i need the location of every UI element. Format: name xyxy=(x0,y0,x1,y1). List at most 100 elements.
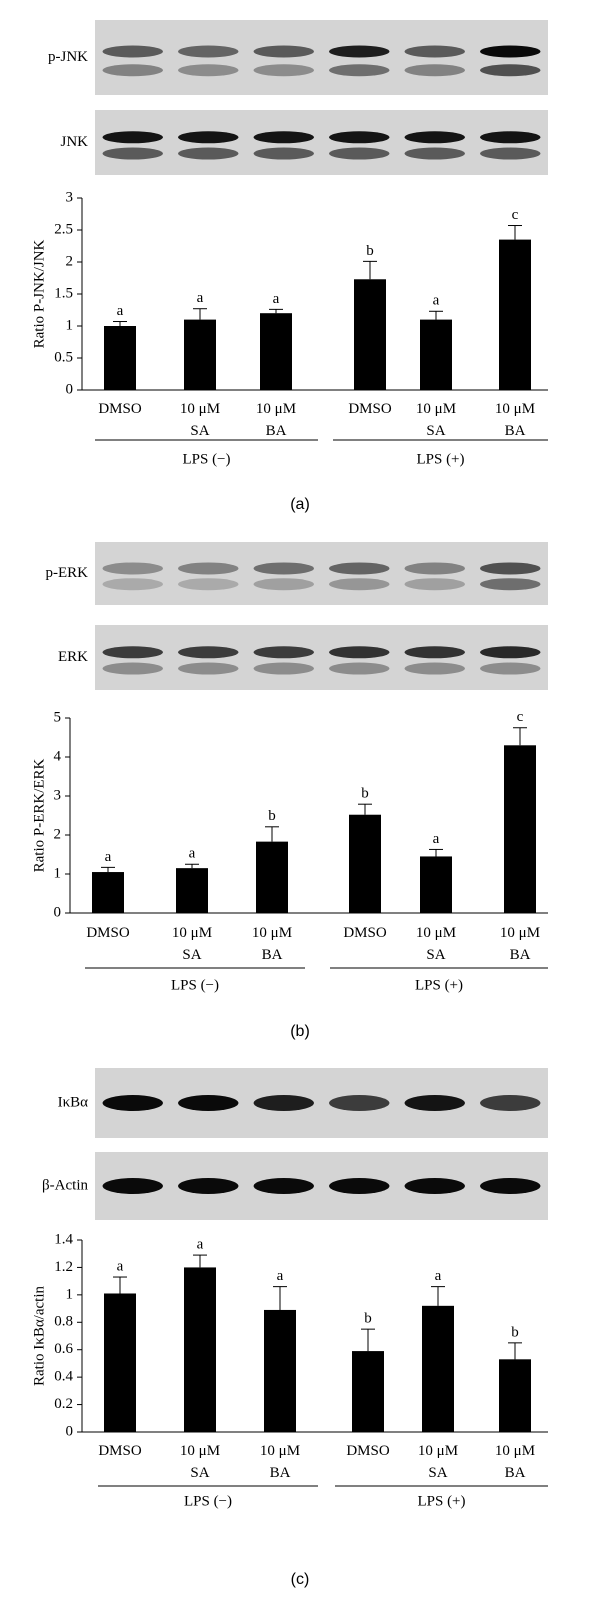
significance-letter: a xyxy=(273,291,280,307)
blot-label: p-ERK xyxy=(46,565,89,581)
blot-band xyxy=(253,1178,314,1194)
x-tick-label: DMSO xyxy=(346,1443,390,1459)
blot xyxy=(95,110,548,175)
y-tick-label: 0.2 xyxy=(54,1396,73,1412)
y-tick-label: 0 xyxy=(66,1423,74,1439)
y-tick-label: 1.5 xyxy=(54,285,73,301)
y-tick-label: 0.8 xyxy=(54,1314,73,1330)
blot-band xyxy=(329,578,390,591)
blot-band xyxy=(178,646,239,659)
y-tick-label: 1.2 xyxy=(54,1259,73,1275)
significance-letter: a xyxy=(197,1237,204,1253)
bar xyxy=(420,856,452,913)
x-tick-label: DMSO xyxy=(98,401,142,417)
x-tick-label: 10 μM BA xyxy=(251,925,293,963)
blot-band xyxy=(480,131,541,144)
blot-band xyxy=(178,662,239,675)
blot xyxy=(95,1152,548,1220)
significance-letter: a xyxy=(117,1258,124,1274)
significance-letter: c xyxy=(512,207,519,223)
y-tick-label: 2.5 xyxy=(54,221,73,237)
significance-letter: b xyxy=(366,243,374,259)
x-tick-label: 10 μM BA xyxy=(259,1443,301,1481)
panel-label: (a) xyxy=(290,496,310,513)
blot-band xyxy=(102,64,163,77)
blot-band xyxy=(178,562,239,575)
significance-letter: a xyxy=(197,290,204,306)
blot-band xyxy=(253,578,314,591)
blot-band xyxy=(102,646,163,659)
x-tick-label: 10 μM SA xyxy=(179,1443,221,1481)
significance-letter: b xyxy=(361,786,369,802)
blot xyxy=(95,20,548,95)
blot-band xyxy=(253,562,314,575)
bar xyxy=(349,814,381,913)
blot-band xyxy=(480,646,541,659)
blot xyxy=(95,1068,548,1138)
blot-band xyxy=(102,45,163,58)
blot-band xyxy=(253,64,314,77)
blot-band xyxy=(329,562,390,575)
blot-band xyxy=(178,131,239,144)
bar xyxy=(184,1267,216,1432)
group-label: LPS (+) xyxy=(416,451,464,467)
blot-band xyxy=(329,64,390,77)
y-axis-label: Ratio P-ERK/ERK xyxy=(31,758,47,872)
group-label: LPS (−) xyxy=(182,451,230,467)
blot-band xyxy=(480,1095,541,1111)
y-axis-label: Ratio IκBα/actin xyxy=(31,1286,47,1386)
bar xyxy=(176,868,208,913)
blot-band xyxy=(480,147,541,160)
blot-band xyxy=(253,646,314,659)
x-tick-label: 10 μM SA xyxy=(179,401,221,439)
group-label: LPS (−) xyxy=(171,977,219,993)
blot-band xyxy=(480,64,541,77)
blot-band xyxy=(329,1095,390,1111)
blot-band xyxy=(102,1095,163,1111)
group-label: LPS (+) xyxy=(417,1493,465,1509)
y-axis-label: Ratio P-JNK/JNK xyxy=(31,239,47,348)
blot-band xyxy=(404,45,465,58)
x-tick-label: 10 μM SA xyxy=(417,1443,459,1481)
blot-band xyxy=(404,578,465,591)
blot-label: ERK xyxy=(58,649,88,665)
bar xyxy=(260,313,292,390)
x-tick-label: 10 μM BA xyxy=(499,925,541,963)
blot-band xyxy=(404,662,465,675)
blot-label: JNK xyxy=(60,134,88,150)
y-tick-label: 3 xyxy=(66,189,74,205)
panel-label: (b) xyxy=(290,1023,310,1040)
blot-band xyxy=(480,578,541,591)
bar xyxy=(352,1351,384,1432)
blot-band xyxy=(102,131,163,144)
x-tick-label: DMSO xyxy=(98,1443,142,1459)
blot-band xyxy=(329,646,390,659)
y-tick-label: 1.4 xyxy=(54,1231,73,1247)
blot-band xyxy=(329,1178,390,1194)
x-tick-label: 10 μM BA xyxy=(255,401,297,439)
blot-band xyxy=(404,562,465,575)
x-tick-label: 10 μM SA xyxy=(415,401,457,439)
y-tick-label: 1 xyxy=(66,317,74,333)
blot-band xyxy=(480,562,541,575)
y-tick-label: 3 xyxy=(54,787,62,803)
blot-band xyxy=(102,147,163,160)
bar xyxy=(184,319,216,390)
significance-letter: a xyxy=(435,1268,442,1284)
blot-band xyxy=(178,1095,239,1111)
blot-label: p-JNK xyxy=(48,49,88,65)
significance-letter: b xyxy=(511,1324,519,1340)
blot-band xyxy=(253,45,314,58)
blot-band xyxy=(480,662,541,675)
significance-letter: a xyxy=(277,1268,284,1284)
significance-letter: a xyxy=(433,293,440,309)
x-tick-label: 10 μM SA xyxy=(171,925,213,963)
x-tick-label: 10 μM BA xyxy=(494,401,536,439)
blot-band xyxy=(404,147,465,160)
bar xyxy=(420,319,452,390)
bar xyxy=(499,1359,531,1432)
y-tick-label: 0 xyxy=(66,381,74,397)
blot xyxy=(95,542,548,605)
x-tick-label: DMSO xyxy=(86,925,130,941)
